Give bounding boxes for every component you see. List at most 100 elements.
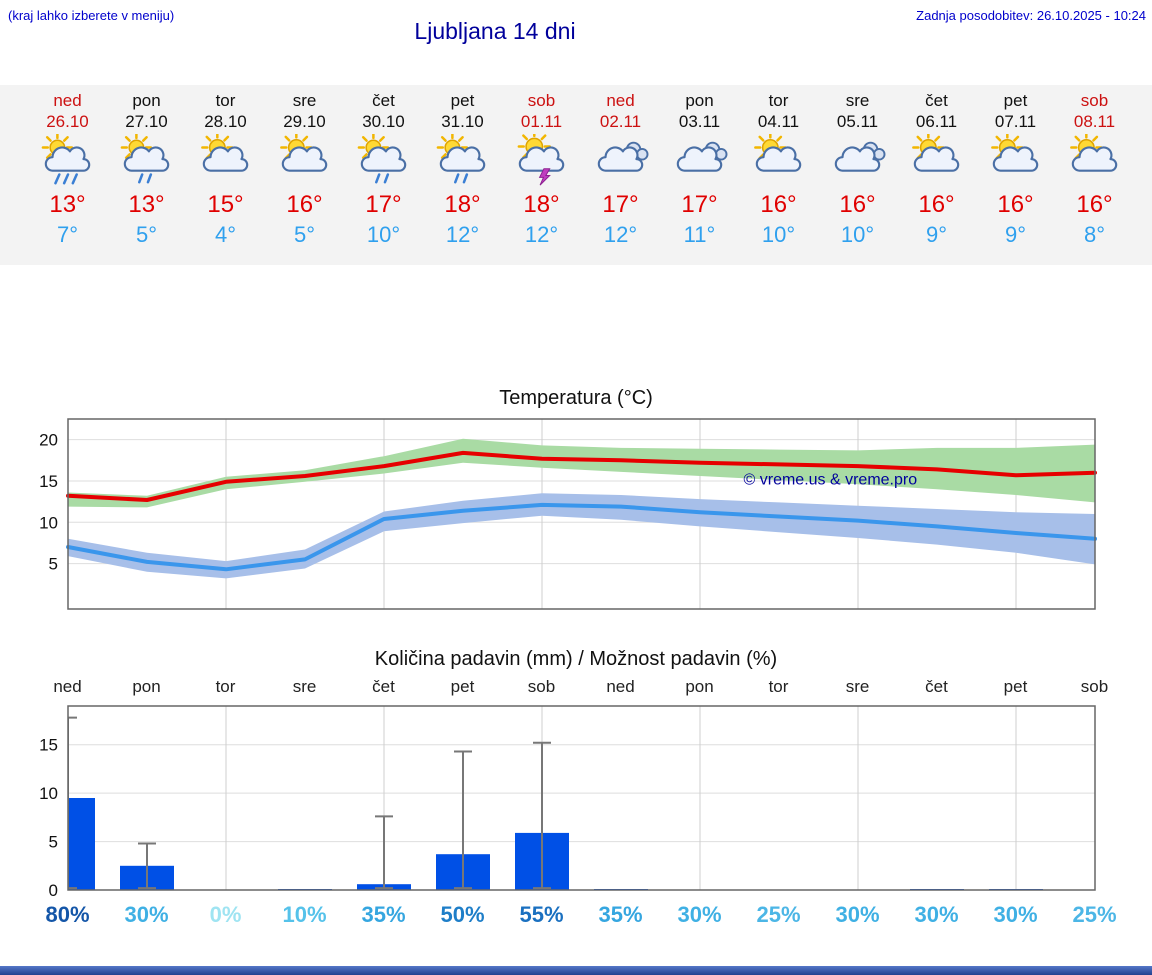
low-temp: 12°	[603, 222, 638, 247]
precip-day-label: čet	[925, 677, 948, 696]
precip-day-label: sre	[845, 677, 870, 696]
precip-y-tick: 15	[39, 736, 58, 755]
day-date: 29.10	[283, 112, 326, 131]
forecast-day: sre 05.11 16° 10°	[818, 91, 897, 248]
precip-probability: 30%	[993, 902, 1038, 927]
low-temp: 12°	[524, 222, 559, 247]
cloud-icon	[660, 134, 739, 190]
min-temp-line	[66, 502, 1097, 572]
low-temp: 9°	[1004, 222, 1027, 247]
day-date: 31.10	[441, 112, 484, 131]
forecast-day: pet 31.10 18° 12°	[423, 91, 502, 248]
min-temp-band	[68, 493, 1095, 579]
precip-probability-row: 80% 30% 0% 10% 35% 50% 55% 35% 30% 25% 30% 30% 30% 25…	[28, 902, 1152, 934]
sun-cloud-storm-glyph	[517, 129, 564, 186]
precip-day-label: ned	[606, 677, 635, 696]
forecast-strip: ned 26.10 13° 7° pon 27.10 13° 5° tor 28.10 15° 4° s…	[0, 85, 1152, 265]
precip-day-label: pon	[132, 677, 161, 696]
precip-whisker	[454, 750, 472, 890]
day-date: 28.10	[204, 112, 247, 131]
precip-probability: 30%	[124, 902, 169, 927]
location-menu-hint: (kraj lahko izberete v meniju)	[8, 8, 175, 23]
sun-cloud-icon	[186, 131, 265, 190]
forecast-day: sob 01.11 18° 12°	[502, 91, 581, 248]
precip-probability: 25%	[756, 902, 801, 927]
forecast-day: tor 04.11 16° 10°	[739, 91, 818, 248]
high-temp: 17°	[365, 191, 402, 218]
page-header: (kraj lahko izberete v meniju) Ljubljana…	[0, 0, 1152, 85]
sun-cloud-glyph	[200, 131, 248, 172]
precip-whisker	[375, 815, 393, 890]
cloud-icon	[818, 134, 897, 190]
precip-probability: 35%	[598, 902, 643, 927]
cloud-icon	[581, 134, 660, 190]
day-name: pon	[132, 91, 161, 110]
high-temp: 16°	[760, 191, 797, 218]
low-temp: 12°	[445, 222, 480, 247]
sun-cloud-showers-glyph	[357, 131, 406, 184]
cloud-glyph	[597, 141, 648, 172]
forecast-day: ned 26.10 13° 7°	[28, 91, 107, 248]
day-name: pet	[1003, 91, 1028, 110]
sun-cloud-showers-icon	[423, 131, 502, 190]
sun-cloud-icon	[1055, 131, 1134, 190]
day-name: čet	[925, 91, 948, 110]
precip-y-tick: 10	[39, 784, 58, 803]
watermark-link[interactable]: © vreme.us & vreme.pro	[744, 471, 918, 488]
precip-day-label: tor	[215, 677, 236, 696]
precip-probability: 30%	[677, 902, 722, 927]
precip-day-label: pet	[450, 677, 475, 696]
high-temp: 17°	[602, 191, 639, 218]
forecast-day: čet 30.10 17° 10°	[344, 91, 423, 248]
content-spacer	[0, 265, 1152, 383]
low-temp: 10°	[761, 222, 796, 247]
sun-cloud-glyph	[279, 131, 327, 172]
precip-probability: 30%	[835, 902, 880, 927]
high-temp: 13°	[128, 191, 165, 218]
day-name: sre	[292, 91, 317, 110]
low-temp: 10°	[366, 222, 401, 247]
high-temp: 16°	[1076, 191, 1113, 218]
precip-whisker	[68, 716, 77, 890]
page-title: Ljubljana 14 dni	[414, 18, 576, 44]
forecast-day: pon 27.10 13° 5°	[107, 91, 186, 248]
temperature-chart: 5 10 15 20 © vreme.us & vreme.pro	[39, 418, 1097, 610]
precip-probability: 55%	[519, 902, 564, 927]
sun-cloud-showers-icon	[107, 131, 186, 190]
precip-y-tick: 0	[49, 881, 58, 896]
day-date: 27.10	[125, 112, 168, 131]
temp-y-tick: 5	[49, 555, 58, 574]
max-temp-line	[66, 450, 1097, 502]
temp-y-tick: 15	[39, 472, 58, 491]
sun-cloud-rain-icon	[28, 131, 107, 190]
precip-day-label: sob	[1080, 677, 1109, 696]
cloud-glyph	[676, 141, 727, 172]
precip-chart-title: Količina padavin (mm) / Možnost padavin …	[374, 648, 778, 670]
day-name: pon	[685, 91, 714, 110]
day-date: 06.11	[915, 112, 958, 131]
day-name: ned	[53, 91, 82, 110]
forecast-day: sre 29.10 16° 5°	[265, 91, 344, 248]
day-date: 04.11	[757, 112, 800, 131]
precip-probability: 35%	[361, 902, 406, 927]
low-temp: 5°	[293, 222, 316, 247]
low-temp: 9°	[925, 222, 948, 247]
sun-cloud-icon	[265, 131, 344, 190]
low-temp: 8°	[1083, 222, 1106, 247]
day-date: 26.10	[46, 112, 89, 131]
day-date: 05.11	[836, 112, 879, 131]
sun-cloud-rain-glyph	[41, 131, 90, 185]
forecast-day: pon 03.11 17° 11°	[660, 91, 739, 248]
precip-whisker	[138, 842, 156, 890]
low-temp: 10°	[840, 222, 875, 247]
day-date: 30.10	[362, 112, 405, 131]
high-temp: 16°	[918, 191, 955, 218]
precip-day-label-row: ned pon tor sre čet pet sob ned pon tor sre čet pet s…	[28, 674, 1152, 700]
cloud-glyph	[834, 141, 885, 172]
forecast-day: čet 06.11 16° 9°	[897, 91, 976, 248]
sun-cloud-glyph	[1069, 131, 1117, 172]
high-temp: 16°	[286, 191, 323, 218]
precip-day-label: sob	[527, 677, 556, 696]
high-temp: 15°	[207, 191, 244, 218]
sun-cloud-showers-glyph	[120, 131, 169, 184]
